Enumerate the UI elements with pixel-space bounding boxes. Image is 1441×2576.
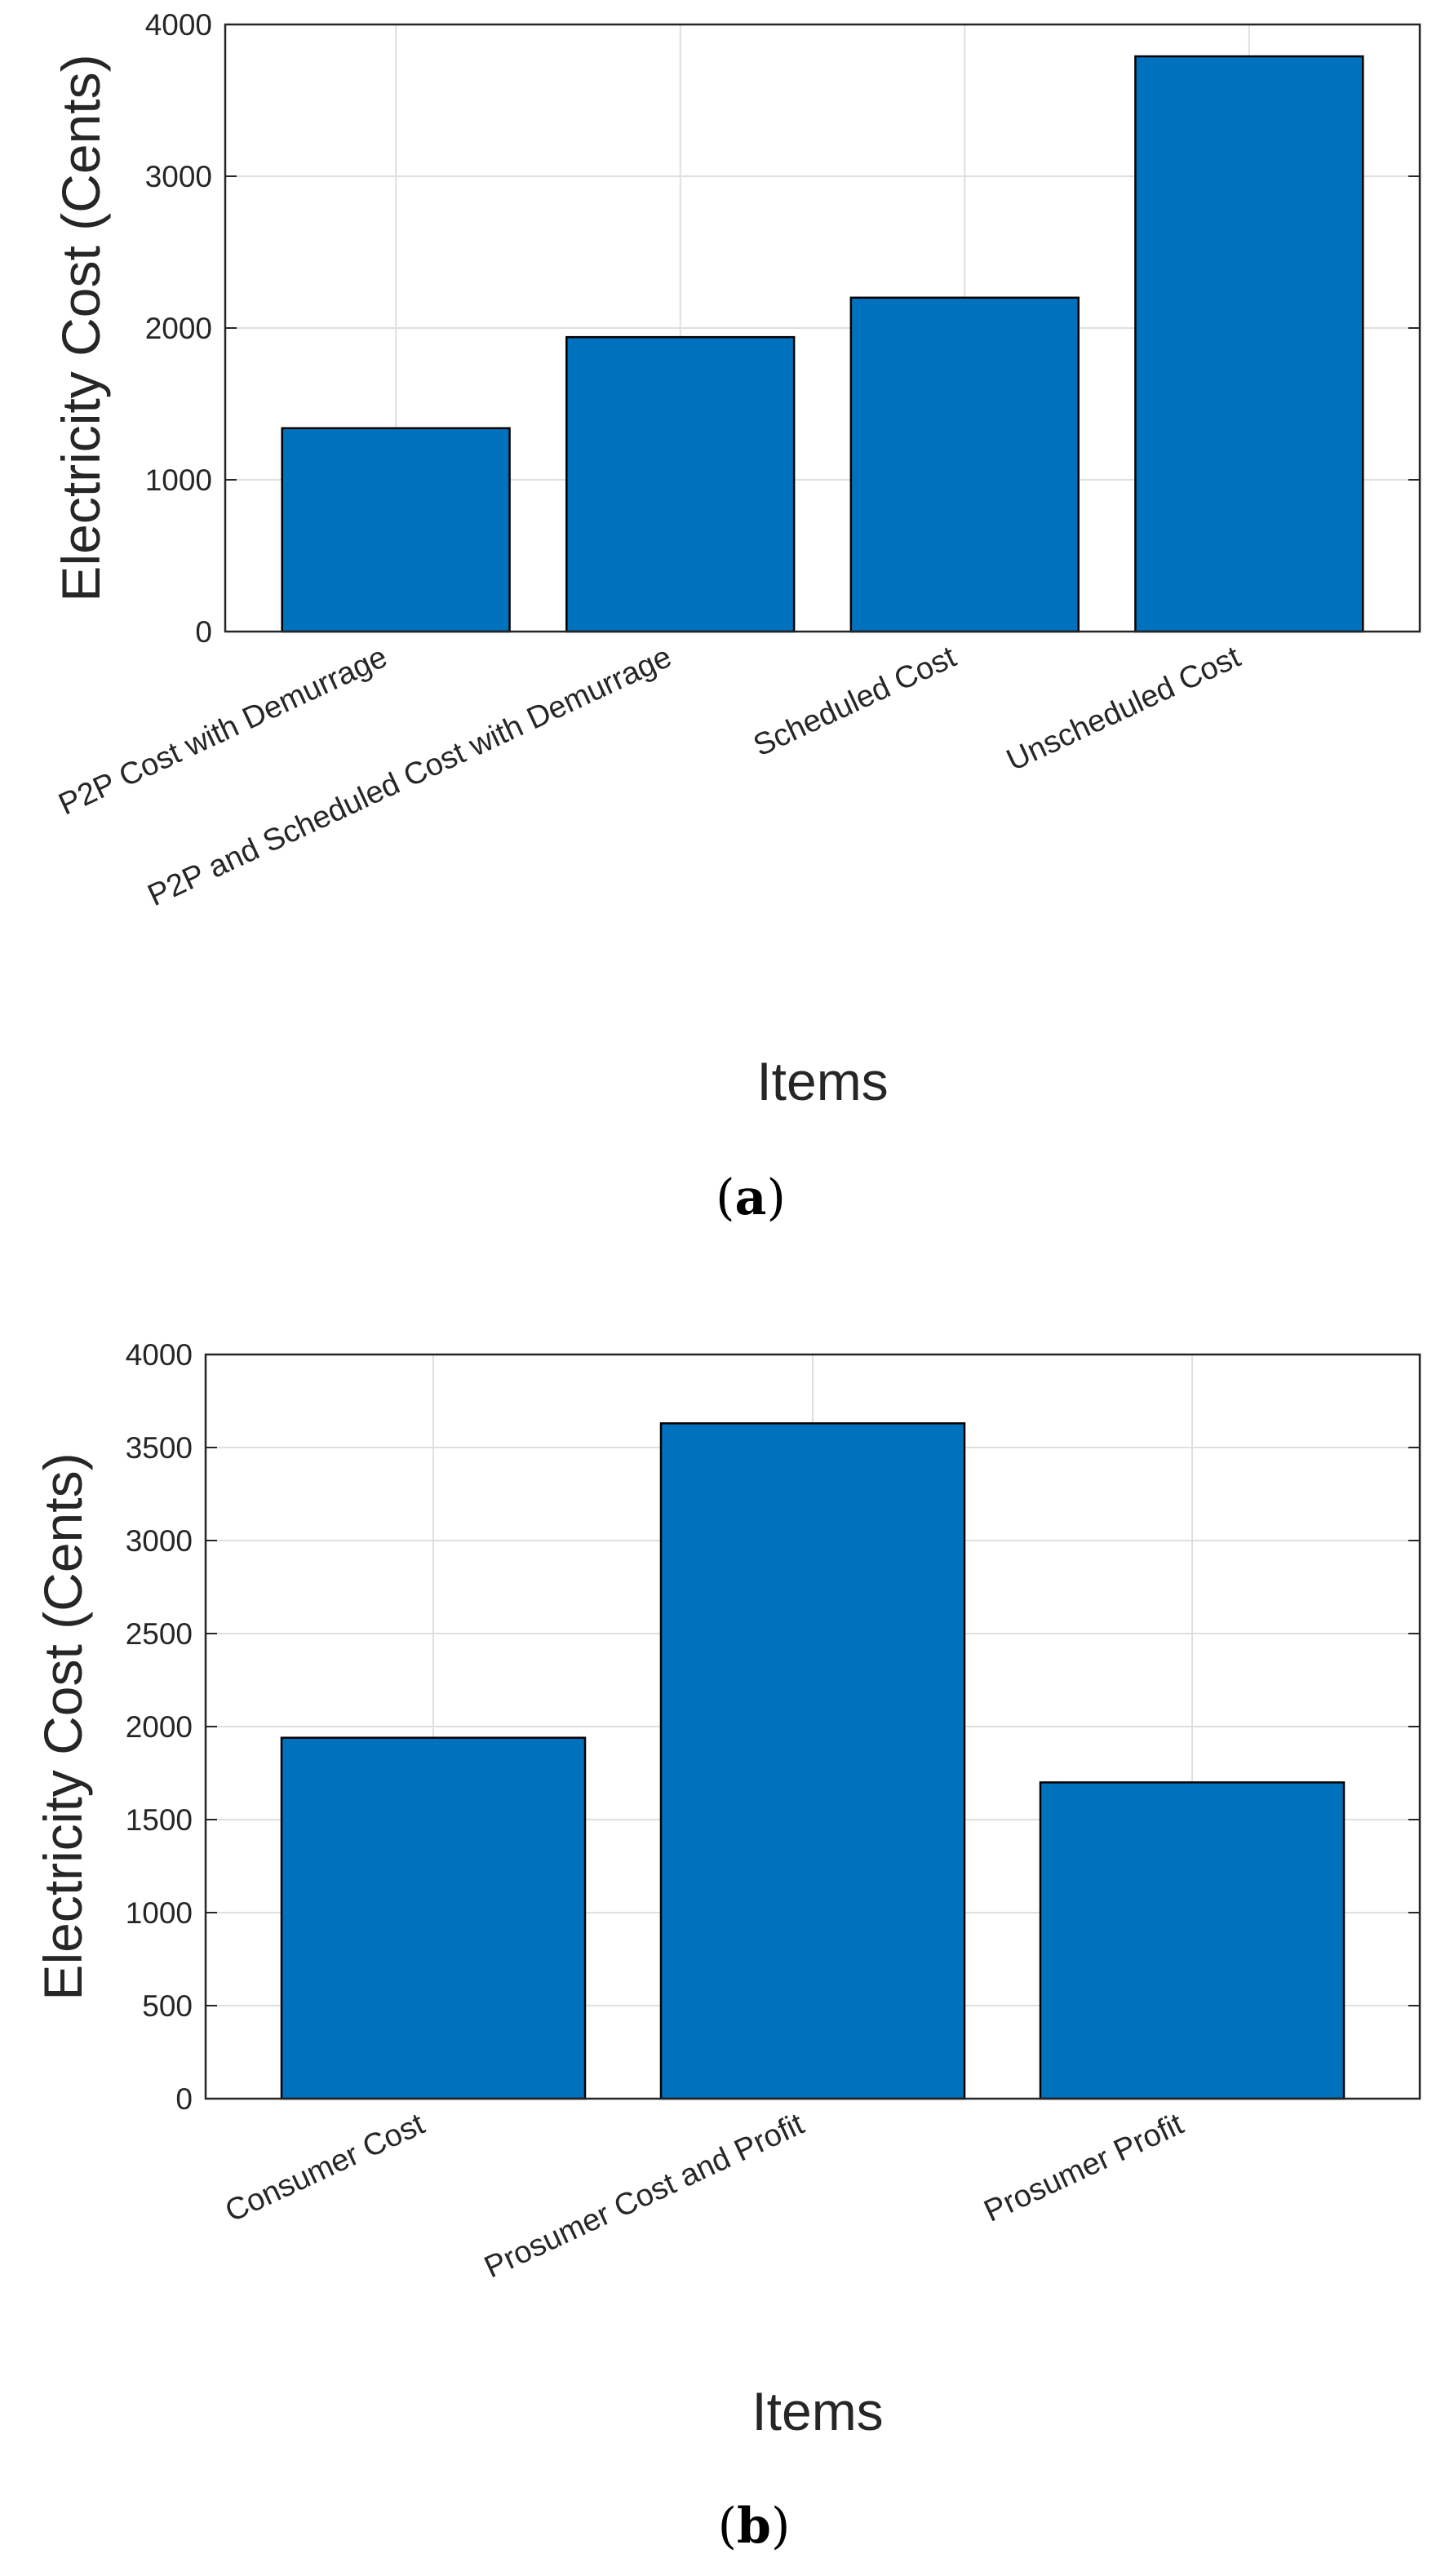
- x-tick-label: Prosumer Cost and Profit: [479, 2107, 809, 2286]
- bar: [281, 427, 511, 633]
- bar: [1134, 55, 1364, 633]
- bar: [280, 1736, 587, 2100]
- y-axis-label-a: Electricity Cost (Cents): [51, 54, 111, 601]
- y-tick-label: 0: [175, 2082, 193, 2116]
- y-tick-label: 1000: [145, 463, 212, 497]
- y-tick-label: 3000: [126, 1524, 193, 1558]
- bar: [659, 1422, 966, 2100]
- y-tick-label: 4000: [126, 1338, 193, 1372]
- y-tick-label: 1500: [126, 1803, 193, 1837]
- x-tick-label: Unscheduled Cost: [1001, 640, 1246, 778]
- x-tick-label: Scheduled Cost: [748, 640, 961, 764]
- y-tick-label: 1000: [126, 1896, 193, 1930]
- bar: [849, 296, 1080, 633]
- chart-a: 0 1000 2000 3000 4000 P2P Cost with Demurrag…: [51, 8, 1421, 1226]
- y-axis-label-b: Electricity Cost (Cents): [33, 1452, 93, 2000]
- caption-letter-b: b: [737, 2498, 771, 2555]
- x-axis-label-b: Items: [752, 2381, 883, 2441]
- x-axis-label-a: Items: [756, 1051, 888, 1111]
- y-tick-labels-a: 0 1000 2000 3000 4000: [145, 8, 212, 649]
- caption-b: (b): [718, 2498, 791, 2555]
- caption-letter-a: a: [735, 1169, 767, 1226]
- x-tick-label: Consumer Cost: [220, 2107, 430, 2229]
- x-tick-label: Prosumer Profit: [979, 2107, 1189, 2229]
- y-tick-labels-b: 0 500 1000 1500 2000 2500 3000 3500 4000: [126, 1338, 193, 2116]
- bar: [565, 335, 796, 633]
- y-tick-label: 2500: [126, 1617, 193, 1651]
- axes-box-a: [224, 23, 1421, 633]
- chart-b: 0 500 1000 1500 2000 2500 3000 3500 4000 Consume…: [33, 1338, 1421, 2555]
- bar: [1039, 1781, 1346, 2100]
- bars-a: [281, 55, 1364, 633]
- y-tick-label: 3000: [145, 160, 212, 193]
- x-tick-labels-b: Consumer Cost Prosumer Cost and Profit Pro…: [220, 2107, 1189, 2286]
- y-tick-label: 4000: [145, 8, 212, 42]
- x-tick-label: P2P and Scheduled Cost with Demurrage: [143, 640, 677, 913]
- y-tick-label: 3500: [126, 1431, 193, 1465]
- bars-b: [280, 1422, 1346, 2100]
- caption-a: (a): [716, 1169, 786, 1226]
- y-tick-label: 0: [195, 615, 212, 649]
- axes-box-b: [204, 1353, 1421, 2100]
- y-tick-label: 500: [142, 1989, 193, 2023]
- y-tick-label: 2000: [126, 1710, 193, 1744]
- y-tick-label: 2000: [145, 312, 212, 345]
